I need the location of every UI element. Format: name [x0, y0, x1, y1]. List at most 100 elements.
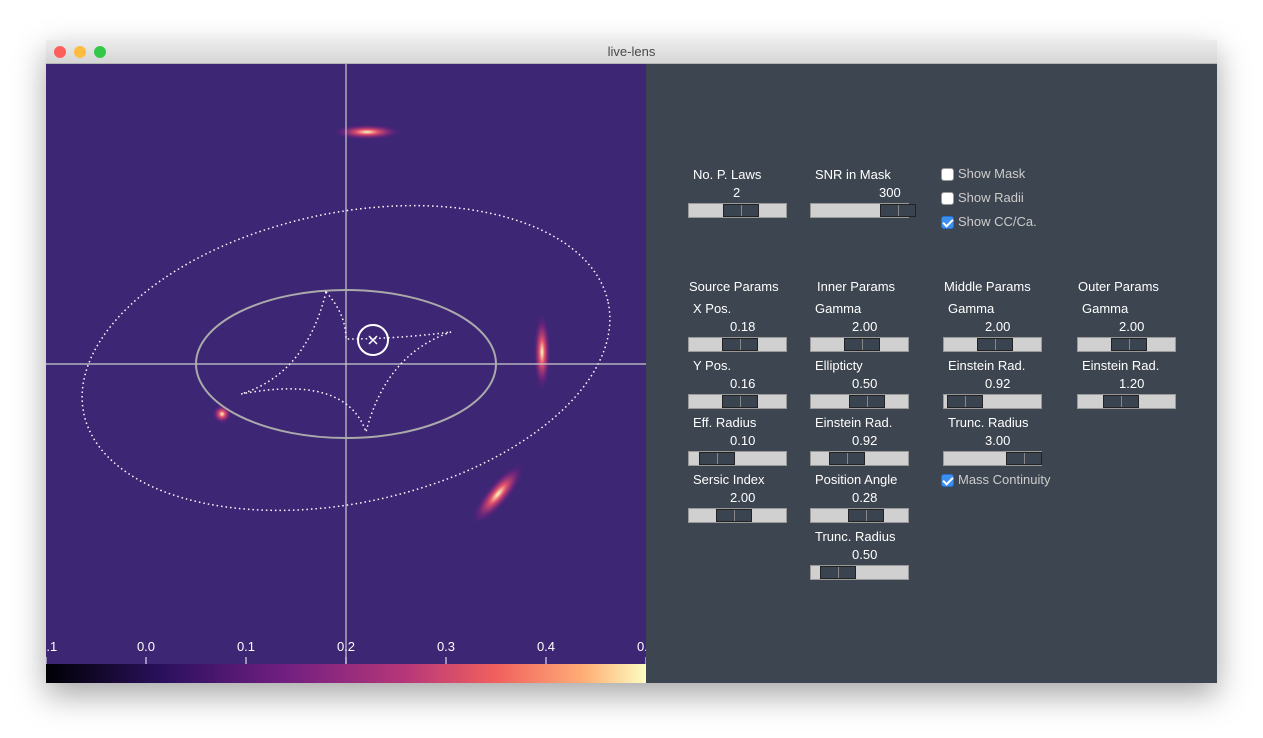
slider-thumb[interactable] — [947, 395, 983, 408]
param-value: 2.00 — [730, 490, 756, 505]
mask-ellipse — [195, 289, 497, 439]
slider[interactable] — [1077, 337, 1176, 352]
slider[interactable] — [810, 337, 909, 352]
slider-thumb[interactable] — [844, 338, 880, 351]
slider-thumb[interactable] — [829, 452, 865, 465]
column-title: Middle Params — [944, 279, 1031, 294]
slider-thumb[interactable] — [723, 204, 759, 217]
control-panel: No. P. Laws 2 SNR in Mask 300 Show Mask Show … — [646, 64, 1217, 683]
param-value: 0.28 — [852, 490, 878, 505]
colorbar-tick-label: 0.1 — [237, 639, 255, 654]
param-value: 2.00 — [1119, 319, 1145, 334]
param-value: 0.92 — [985, 376, 1011, 391]
colorbar-tick-label: 0.2 — [337, 639, 355, 654]
param-value: 0.50 — [852, 376, 878, 391]
checkbox-label[interactable]: Show Mask — [958, 166, 1026, 181]
param-label: Trunc. Radius — [815, 529, 896, 544]
param-label: Gamma — [815, 301, 862, 316]
slider-thumb[interactable] — [722, 338, 758, 351]
slider-thumb[interactable] — [1006, 452, 1042, 465]
slider[interactable] — [810, 508, 909, 523]
param-value: 1.20 — [1119, 376, 1145, 391]
slider-thumb[interactable] — [716, 509, 752, 522]
slider-thumb[interactable] — [848, 509, 884, 522]
param-label: Sersic Index — [693, 472, 765, 487]
slider[interactable] — [810, 451, 909, 466]
slider-thumb[interactable] — [880, 204, 916, 217]
param-label: X Pos. — [693, 301, 732, 316]
lens-view: -0.1 0.0 0.1 0.2 0.3 0.4 0.5 — [46, 64, 646, 683]
slider-thumb[interactable] — [820, 566, 856, 579]
slider[interactable] — [688, 508, 787, 523]
slider-thumb[interactable] — [699, 452, 735, 465]
window-title: live-lens — [607, 44, 656, 59]
lensed-image — [331, 124, 403, 140]
param-value: 0.92 — [852, 433, 878, 448]
colorbar-tick-label: 0.3 — [437, 639, 455, 654]
control-label: SNR in Mask — [815, 167, 891, 182]
control-value: 300 — [879, 185, 901, 200]
window: live-lens -0.10.00.10.20.30 — [46, 40, 1217, 683]
checkbox[interactable] — [941, 192, 954, 205]
close-button[interactable] — [54, 46, 66, 58]
control-value: 2 — [733, 185, 741, 200]
slider[interactable] — [943, 394, 1042, 409]
column-title: Source Params — [689, 279, 779, 294]
checkbox[interactable] — [941, 474, 954, 487]
param-label: Ellipticty — [815, 358, 863, 373]
slider[interactable] — [688, 337, 787, 352]
param-label: Trunc. Radius — [948, 415, 1029, 430]
checkbox[interactable] — [941, 216, 954, 229]
column-title: Outer Params — [1078, 279, 1159, 294]
zoom-button[interactable] — [94, 46, 106, 58]
slider[interactable] — [810, 394, 909, 409]
param-label: Einstein Rad. — [1082, 358, 1160, 373]
param-value: 2.00 — [852, 319, 878, 334]
checkbox[interactable] — [941, 168, 954, 181]
lensed-image — [212, 404, 232, 424]
title-bar: live-lens — [46, 40, 1217, 64]
critical-curve — [81, 204, 611, 512]
colorbar-tick-label: 0.5 — [637, 639, 646, 654]
slider[interactable] — [688, 394, 787, 409]
slider-thumb[interactable] — [977, 338, 1013, 351]
source-marker[interactable] — [357, 324, 389, 356]
slider[interactable] — [810, 203, 916, 218]
param-label: Einstein Rad. — [815, 415, 893, 430]
param-value: 0.10 — [730, 433, 756, 448]
lensed-image — [470, 462, 526, 526]
lensed-image — [533, 312, 551, 392]
colorbar-tick-label: -0.1 — [46, 639, 57, 654]
colorbar-tick-label: 0.0 — [137, 639, 155, 654]
param-label: Y Pos. — [693, 358, 732, 373]
slider-thumb[interactable] — [722, 395, 758, 408]
param-label: Gamma — [948, 301, 995, 316]
checkbox-label[interactable]: Show CC/Ca. — [958, 214, 1037, 229]
checkbox-label[interactable]: Mass Continuity — [958, 472, 1051, 487]
slider-thumb[interactable] — [1111, 338, 1147, 351]
slider[interactable] — [810, 565, 909, 580]
slider[interactable] — [943, 337, 1042, 352]
slider[interactable] — [1077, 394, 1176, 409]
param-value: 0.16 — [730, 376, 756, 391]
minimize-button[interactable] — [74, 46, 86, 58]
param-value: 3.00 — [985, 433, 1011, 448]
column-title: Inner Params — [817, 279, 896, 294]
colorbar — [46, 664, 646, 683]
slider-thumb[interactable] — [849, 395, 885, 408]
slider[interactable] — [688, 451, 787, 466]
param-label: Gamma — [1082, 301, 1129, 316]
slider-thumb[interactable] — [1103, 395, 1139, 408]
param-label: Position Angle — [815, 472, 898, 487]
param-value: 2.00 — [985, 319, 1011, 334]
colorbar-tick-label: 0.4 — [537, 639, 555, 654]
slider[interactable] — [943, 451, 1042, 466]
param-value: 0.50 — [852, 547, 878, 562]
checkbox-label[interactable]: Show Radii — [958, 190, 1024, 205]
slider[interactable] — [688, 203, 787, 218]
source-marker-cross — [368, 335, 378, 345]
control-label: No. P. Laws — [693, 167, 762, 182]
param-value: 0.18 — [730, 319, 756, 334]
param-label: Eff. Radius — [693, 415, 757, 430]
